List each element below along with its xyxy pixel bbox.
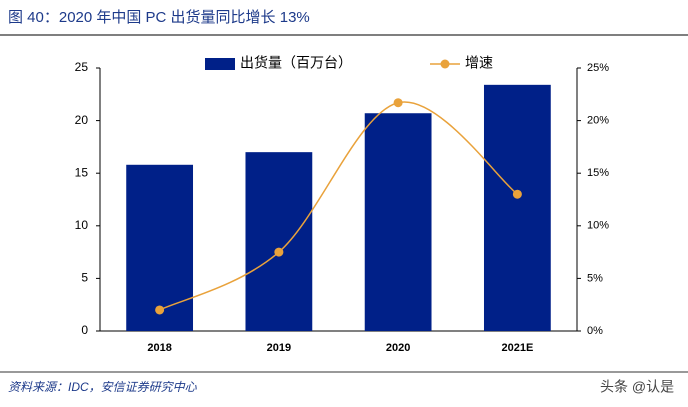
legend-swatch-marker — [440, 59, 450, 69]
bar — [364, 113, 432, 332]
y-tick-label: 20 — [75, 113, 89, 127]
watermark: 头条 @认是 — [600, 379, 674, 395]
y-tick-label: 15 — [75, 165, 89, 179]
y2-tick-label: 25% — [587, 62, 609, 74]
legend-label: 出货量（百万台） — [240, 55, 352, 71]
growth-marker — [155, 305, 165, 315]
y-tick-label: 10 — [75, 218, 89, 232]
bar — [126, 164, 194, 331]
y2-tick-label: 15% — [587, 167, 609, 179]
x-tick-label: 2021E — [501, 342, 533, 354]
chart-title: 图 40：2020 年中国 PC 出货量同比增长 13% — [8, 9, 310, 26]
legend-swatch — [205, 58, 235, 70]
y-tick-label: 25 — [75, 60, 89, 74]
source-note: 资料来源：IDC，安信证券研究中心 — [8, 380, 198, 394]
y-tick-label: 0 — [81, 323, 88, 337]
bar — [483, 84, 551, 331]
x-tick-label: 2020 — [386, 342, 410, 354]
bar — [245, 152, 313, 331]
x-tick-label: 2018 — [147, 342, 171, 354]
y2-tick-label: 5% — [587, 272, 603, 284]
y2-tick-label: 10% — [587, 220, 609, 232]
growth-line — [159, 101, 518, 311]
growth-marker — [393, 98, 403, 108]
y2-tick-label: 20% — [587, 115, 609, 127]
x-tick-label: 2019 — [267, 342, 291, 354]
y-tick-label: 5 — [81, 271, 88, 285]
y2-tick-label: 0% — [587, 325, 603, 337]
legend-label: 增速 — [465, 55, 493, 71]
growth-marker — [274, 247, 284, 257]
growth-marker — [512, 189, 522, 199]
